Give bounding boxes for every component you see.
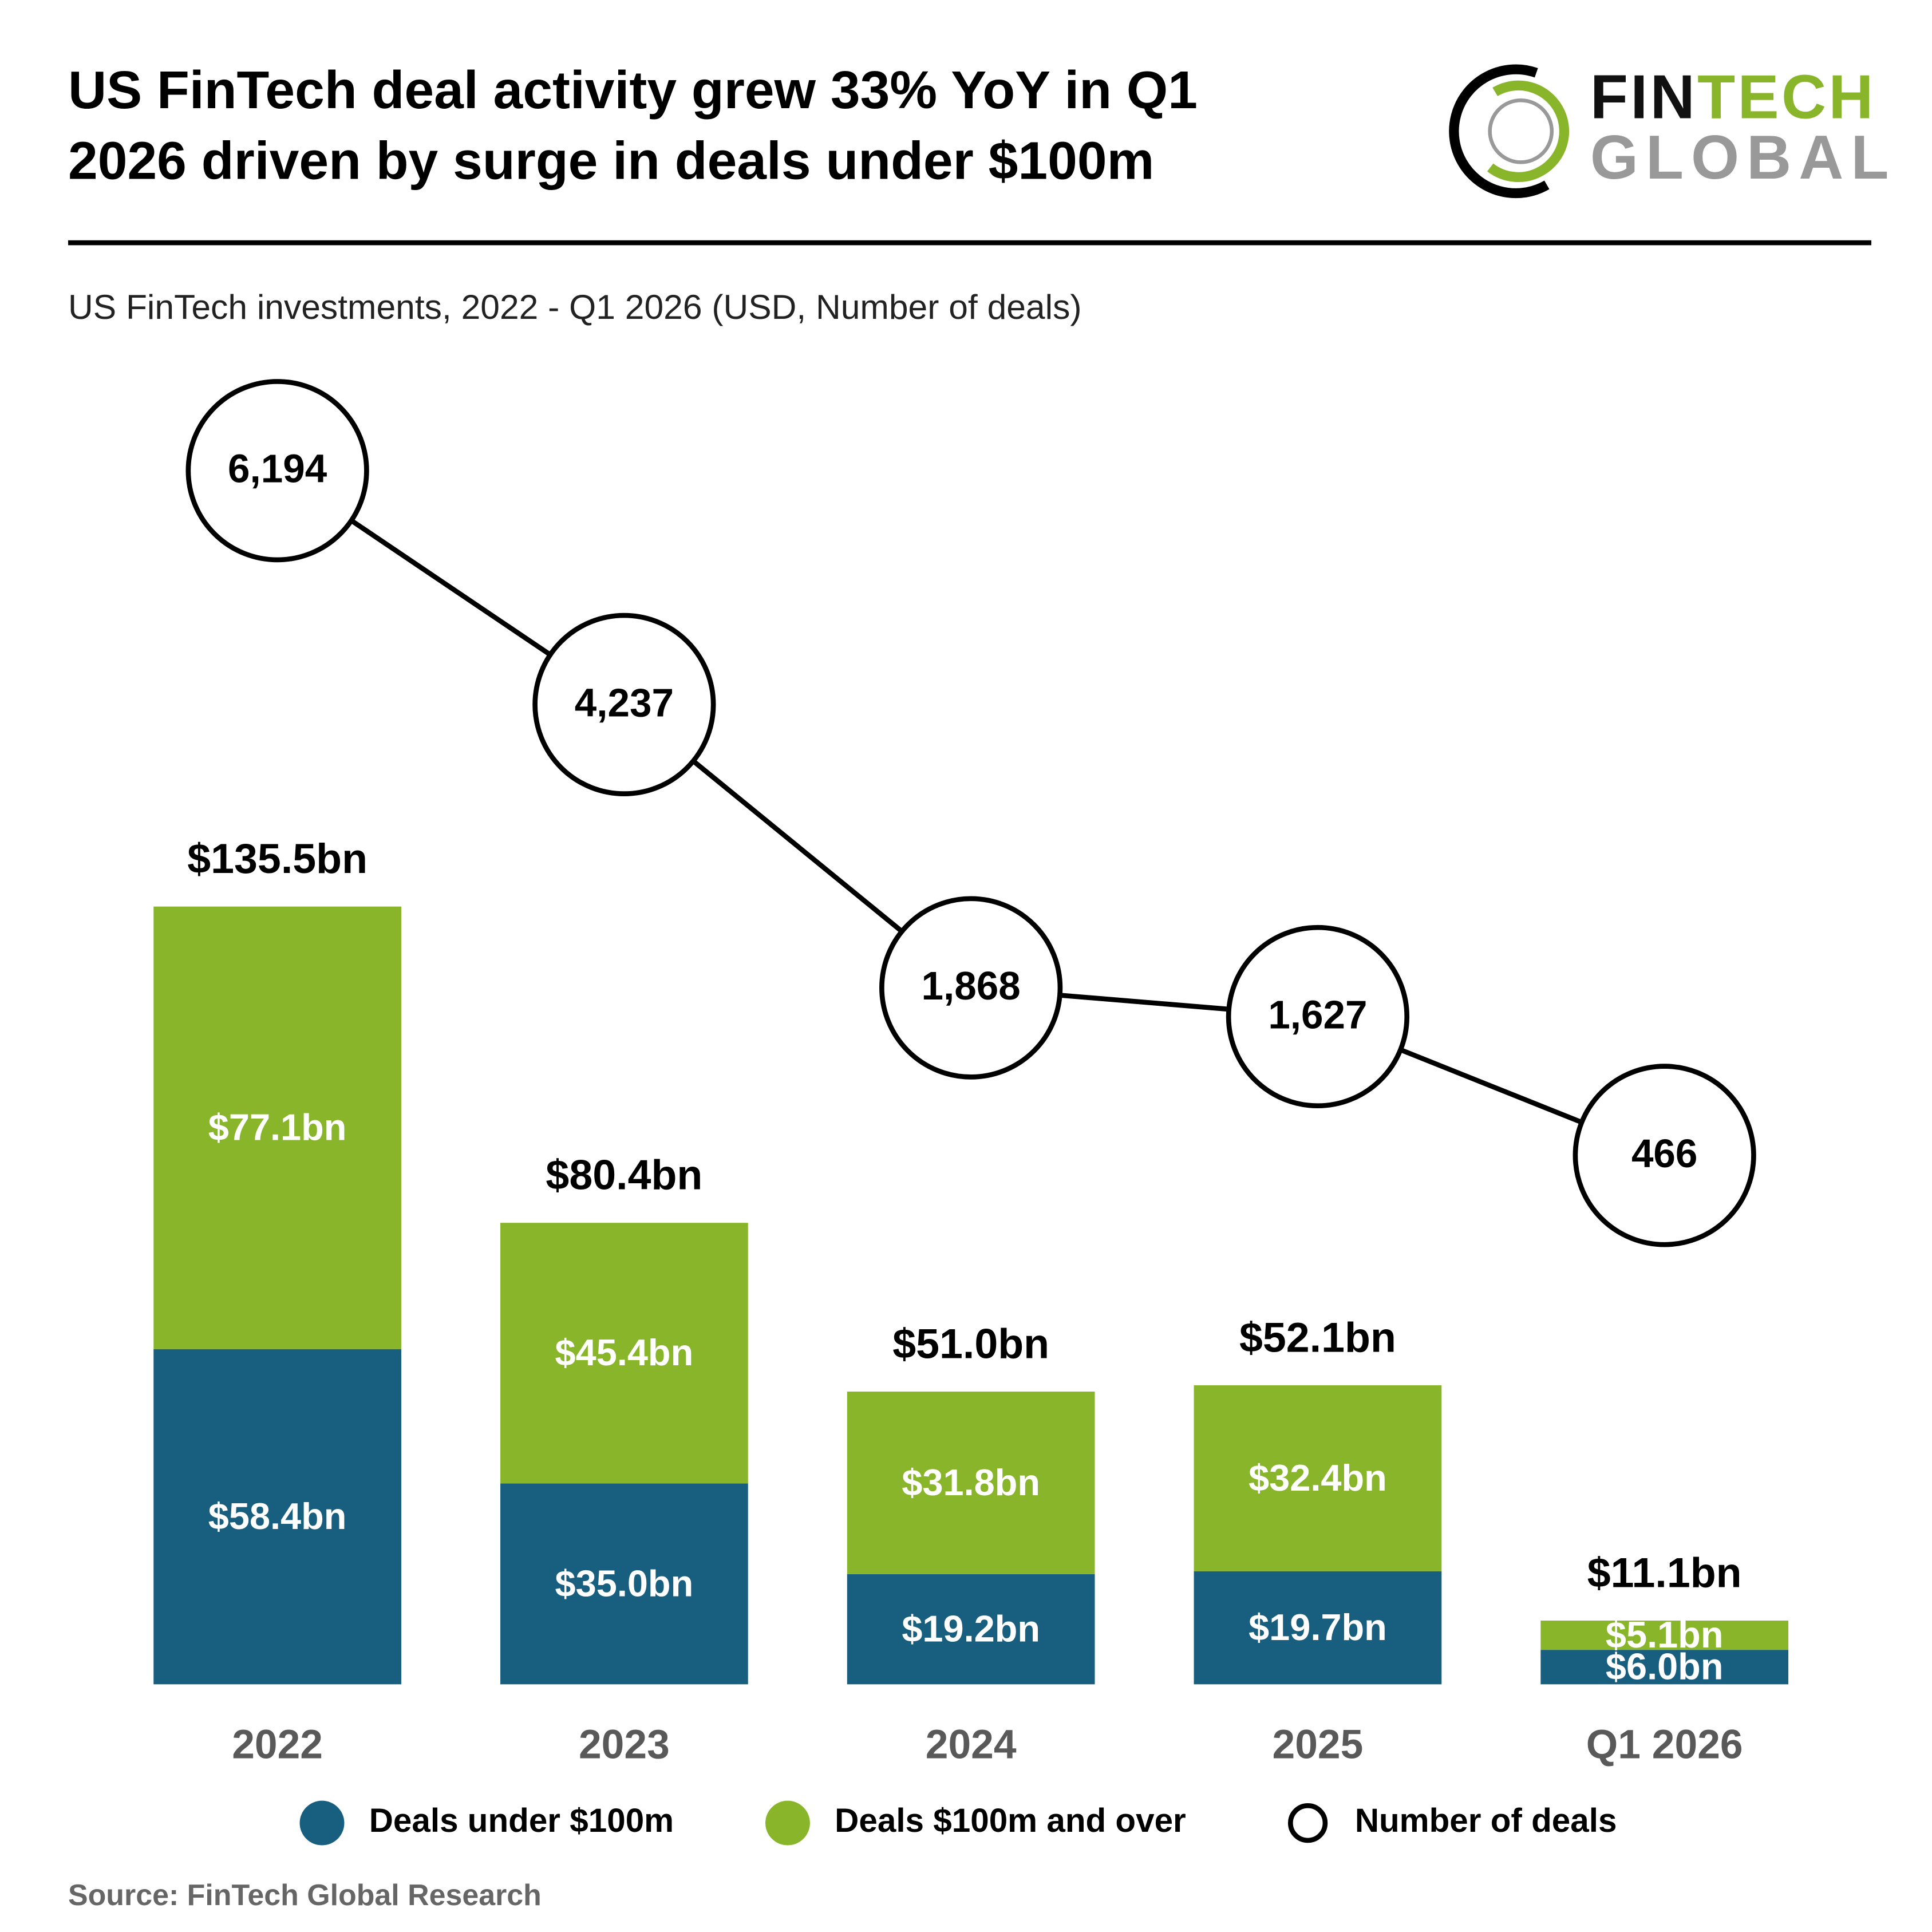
total-label: $52.1bn <box>1239 1313 1396 1361</box>
bar-segment <box>847 1391 1095 1574</box>
bar-segment <box>500 1223 748 1484</box>
logo-text: GLOBAL <box>1590 123 1897 192</box>
bar-value-label: $19.7bn <box>1249 1606 1387 1648</box>
bar-value-label: $5.1bn <box>1606 1614 1724 1656</box>
bar-value-label: $77.1bn <box>208 1107 347 1148</box>
deals-marker <box>1226 924 1410 1109</box>
logo-text: FIN <box>1590 62 1697 131</box>
bar-value-label: $35.0bn <box>555 1562 694 1604</box>
deals-label: 1,868 <box>922 963 1021 1008</box>
chart-title: 2026 driven by surge in deals under $100… <box>68 131 1154 190</box>
bar-segment <box>1540 1650 1789 1685</box>
logo-ring <box>1488 98 1554 164</box>
x-tick-label: Q1 2026 <box>1586 1722 1743 1768</box>
bar-value-label: $31.8bn <box>902 1461 1040 1503</box>
logo-text: FINTECH <box>1590 62 1876 131</box>
logo-ring <box>1449 64 1583 199</box>
total-label: $51.0bn <box>892 1319 1049 1367</box>
total-label: $135.5bn <box>187 835 368 882</box>
total-label: $11.1bn <box>1587 1549 1742 1597</box>
bar-segment <box>153 1349 401 1685</box>
subtitle: US FinTech investments, 2022 - Q1 2026 (… <box>68 287 1082 326</box>
legend-item: Deals under $100m <box>299 1800 674 1846</box>
deals-label: 4,237 <box>575 680 674 725</box>
deals-label: 1,627 <box>1268 992 1367 1037</box>
legend-label: Deals $100m and over <box>835 1802 1186 1839</box>
deals-marker <box>879 896 1063 1080</box>
legend-label: Deals under $100m <box>369 1802 674 1839</box>
logo: FINTECH GLOBAL <box>1449 62 1897 199</box>
deals-marker <box>532 613 716 796</box>
bar-value-label: $45.4bn <box>555 1332 694 1373</box>
bar-segment <box>500 1483 748 1685</box>
x-tick-label: 2024 <box>926 1722 1017 1768</box>
x-tick-label: 2023 <box>579 1722 670 1768</box>
logo-ring <box>1467 80 1570 183</box>
bar-value-label: $19.2bn <box>902 1608 1040 1650</box>
bar-value-label: $58.4bn <box>208 1495 347 1537</box>
bar-value-label: $6.0bn <box>1606 1646 1724 1688</box>
deals-label: 6,194 <box>228 447 327 491</box>
deals-label: 466 <box>1631 1131 1698 1176</box>
total-label: $80.4bn <box>546 1151 702 1199</box>
bar-segment <box>1540 1621 1789 1650</box>
legend-swatch <box>299 1800 345 1846</box>
bar-value-label: $32.4bn <box>1249 1457 1387 1499</box>
bar-segment <box>1194 1571 1442 1685</box>
deals-marker <box>1573 1064 1756 1247</box>
legend-label: Number of deals <box>1355 1802 1617 1839</box>
chart-title: US FinTech deal activity grew 33% YoY in… <box>68 60 1198 120</box>
x-tick-label: 2022 <box>232 1722 323 1768</box>
logo-text: TECH <box>1697 62 1876 131</box>
x-tick-label: 2025 <box>1273 1722 1364 1768</box>
bar-segment <box>153 906 401 1349</box>
legend-item: Deals $100m and over <box>765 1800 1186 1846</box>
source: Source: FinTech Global Research <box>68 1879 542 1912</box>
bar-segment <box>1194 1385 1442 1571</box>
legend-swatch <box>1287 1803 1328 1843</box>
legend-swatch <box>765 1800 810 1846</box>
deals-marker <box>185 379 369 563</box>
bar-segment <box>847 1574 1095 1685</box>
legend-item: Number of deals <box>1287 1802 1617 1843</box>
